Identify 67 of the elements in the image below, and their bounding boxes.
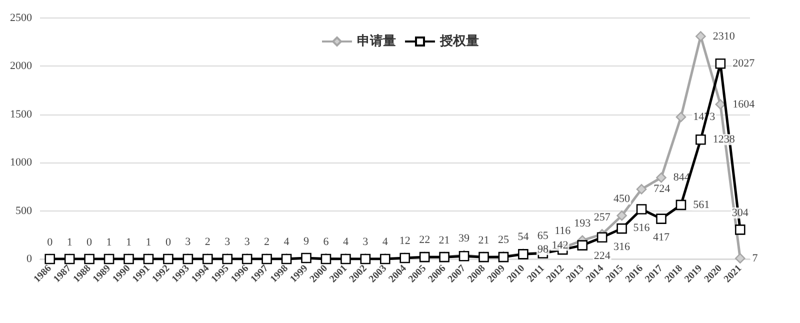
data-label: 1 [106,236,112,248]
point [696,134,706,145]
point [616,223,627,234]
point [636,184,647,194]
y-tick-label: 2000 [10,60,32,72]
data-label: 1604 [732,98,756,110]
point [715,99,726,110]
data-label: 9 [304,235,310,248]
y-tick-label: 2500 [10,12,32,24]
data-label: 193 [574,218,592,230]
point [734,253,746,264]
point [715,58,726,69]
data-label: 0 [86,236,93,248]
data-label: 417 [653,231,670,244]
data-label: 3 [362,236,369,248]
legend-label: 申请量 [357,34,396,49]
y-tick-label: 0 [26,253,32,265]
data-label: 4 [342,236,349,248]
data-label: 224 [594,250,611,262]
point [596,232,608,243]
legend-label: 授权量 [439,34,479,49]
y-tick-label: 1500 [10,108,32,120]
data-label: 1 [126,236,132,248]
data-label: 21 [478,234,490,246]
y-tick-label: 500 [16,204,32,217]
data-label: 3 [244,236,250,248]
data-label: 6 [323,236,330,248]
data-label: 561 [693,198,710,211]
data-label: 316 [614,241,631,254]
data-label: 2310 [712,30,736,42]
data-label: 22 [419,234,430,246]
point [616,210,627,221]
data-label: 65 [537,230,549,242]
data-label: 3 [224,236,231,248]
data-label: 7 [752,252,758,264]
data-label: 1238 [712,134,736,146]
data-label: 450 [614,192,631,205]
data-label: 516 [633,222,650,234]
data-label: 2027 [732,58,756,70]
point [656,214,666,224]
point [696,31,706,42]
data-label: 116 [554,225,572,238]
data-label: 25 [498,234,510,246]
point [656,172,666,183]
point [676,112,686,122]
data-label: 2 [204,236,210,248]
data-label: 257 [594,212,611,224]
data-label: 3 [185,236,192,248]
data-label: 4 [284,236,290,248]
data-label: 142 [552,239,568,252]
data-label: 1 [146,236,152,248]
data-label: 1 [66,236,72,248]
point [676,200,686,210]
point [636,204,647,214]
data-label: 12 [399,235,410,248]
y-tick-label: 1000 [10,156,32,169]
data-label: 0 [47,236,54,248]
data-label: 54 [518,231,530,244]
point [577,240,588,250]
point [734,224,746,235]
data-label: 724 [654,183,671,196]
data-label: 0 [165,236,172,248]
data-label: 2 [264,236,270,248]
data-label: 39 [458,232,470,245]
data-label: 21 [438,234,450,246]
data-label: 4 [382,236,388,248]
data-label: 304 [732,207,749,220]
